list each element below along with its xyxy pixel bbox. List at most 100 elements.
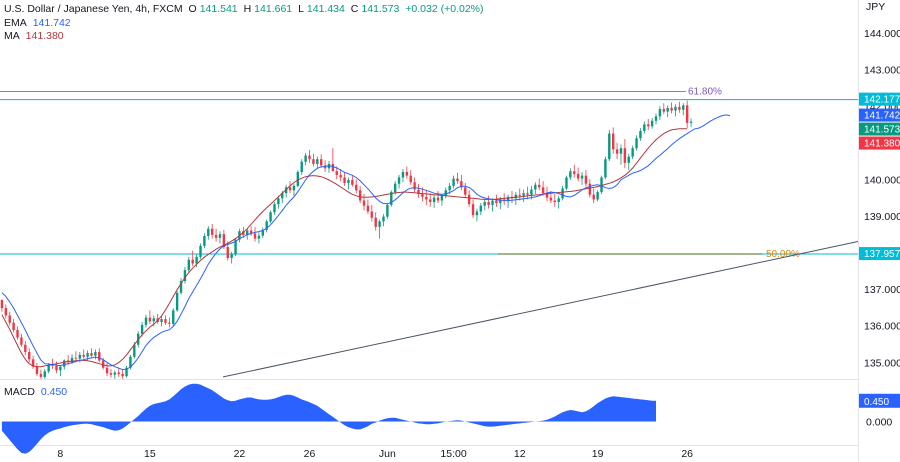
candle-body [343,177,346,183]
candle-body [666,107,669,112]
candle-body [47,365,50,372]
candle-body [199,245,202,257]
currency-label: JPY [866,1,886,13]
candle-body [467,194,471,205]
candle-body [650,120,654,127]
ema-legend[interactable]: EMA 141.742 [4,17,74,30]
ema-line [1,114,731,371]
candle-body [51,365,54,366]
price-badge [859,247,900,261]
candle-body [351,180,354,185]
candle-body [643,124,646,132]
price-badge-label: 137.957 [864,249,900,260]
change-value: +0.032 (+0.02%) [405,3,484,15]
candle-body [549,197,553,201]
x-tick-label: 8 [57,448,63,460]
candle-body [362,200,366,206]
candle-body [288,187,292,191]
candle-body [592,194,595,200]
candle-body [573,171,576,174]
y-tick-label: 144.000 [864,28,900,40]
candle-body [246,230,249,235]
low-value: 141.434 [306,3,345,15]
candles [0,100,693,379]
candle-body [561,188,564,199]
candle-body [545,193,549,198]
candle-body [421,193,424,197]
ema-label: EMA [4,17,27,29]
macd-value: 0.450 [40,386,68,398]
candle-body [390,192,393,205]
candle-body [631,148,634,157]
candle-body [265,221,268,230]
candle-body [281,193,284,199]
candle-body [164,319,167,323]
candle-body [682,105,685,110]
candle-body [619,148,623,154]
candle-body [43,371,46,377]
candle-body [210,228,214,235]
candle-body [86,353,89,357]
candle-body [347,180,350,183]
candle-body [557,198,560,202]
candle-body [491,200,494,205]
candle-body [374,217,377,227]
macd-area [1,383,656,454]
candle-body [168,322,171,324]
candle-body [292,185,296,191]
candle-body [506,196,510,202]
candle-body [662,109,666,112]
candle-body [0,300,4,309]
candle-body [55,365,58,371]
candle-body [24,344,27,353]
ma-value: 141.380 [25,30,64,42]
price-badge [859,122,900,136]
candle-body [483,201,486,206]
fib-618-label: 61.80% [688,86,722,97]
candle-body [121,373,124,377]
candle-body [514,194,518,199]
macd-legend[interactable]: MACD 0.450 [4,386,70,399]
y-tick-label: 140.000 [864,174,900,186]
candle-body [117,372,120,374]
candle-body [113,372,117,375]
candle-body [499,199,502,204]
candle-body [452,178,455,186]
candle-body [12,322,15,331]
candle-body [530,189,533,195]
candle-body [63,360,66,367]
candle-body [249,230,253,234]
macd-badge-label: 0.450 [864,397,889,408]
candle-body [179,281,183,293]
candle-body [654,116,658,121]
candle-body [538,184,541,188]
candle-body [689,121,693,123]
candle-body [101,360,105,368]
candle-body [432,197,436,202]
candle-body [366,205,370,212]
x-tick-label: Jun [379,448,396,460]
candle-body [187,259,191,271]
ma-line [1,128,688,368]
candle-body [284,187,288,194]
macd-zero-label: 0.000 [866,417,892,429]
candle-body [222,234,226,247]
candle-body [148,317,152,322]
candle-body [207,228,210,237]
candle-body [191,259,194,264]
candle-body [31,359,35,367]
candle-body [678,106,681,110]
candle-body [39,373,43,377]
candle-body [125,367,128,377]
candle-body [611,133,615,150]
candle-body [639,131,642,139]
x-tick-label: 12 [514,448,526,460]
candle-body [331,163,335,172]
candle-body [576,173,580,179]
candle-body [526,193,529,195]
ma-legend[interactable]: MA 141.380 [4,30,67,43]
high-label: H [243,3,252,15]
y-tick-label: 136.000 [864,321,900,333]
